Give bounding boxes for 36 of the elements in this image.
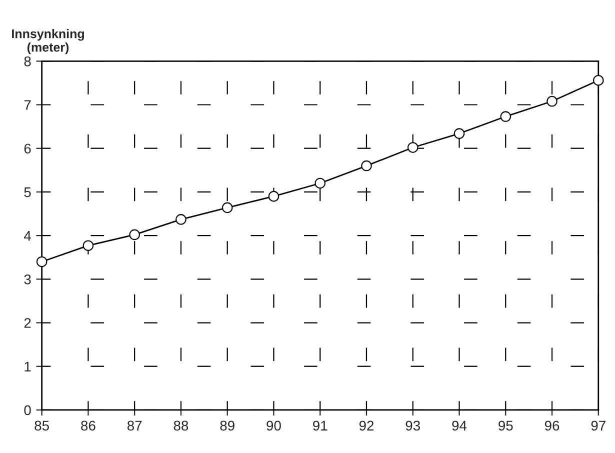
y-axis-title: Innsynkning (meter): [12, 29, 84, 54]
x-tick-label: 86: [81, 420, 96, 431]
x-tick-label: 92: [359, 420, 374, 431]
y-tick-label: 0: [24, 405, 31, 416]
point: [546, 96, 558, 107]
y-tick-label: 2: [24, 318, 31, 328]
x-tick-label: 88: [174, 420, 188, 431]
point: [82, 240, 94, 251]
x-tick-label: 91: [313, 420, 328, 431]
point: [593, 74, 604, 86]
x-tick-label: 96: [544, 420, 560, 431]
x-tick-label: 89: [220, 420, 234, 431]
point: [361, 160, 372, 172]
point: [268, 190, 280, 202]
point: [36, 256, 48, 268]
point: [176, 214, 186, 225]
y-tick-label: 6: [24, 144, 31, 154]
y-tick-label: 1: [24, 362, 31, 372]
x-tick-label: 90: [266, 420, 281, 431]
x-tick-label: 94: [452, 420, 467, 431]
x-tick-label: 95: [498, 420, 513, 431]
point: [314, 178, 326, 189]
x-tick-label: 87: [127, 420, 142, 431]
y-tick-label: 8: [24, 56, 31, 66]
point: [454, 128, 465, 139]
x-tick-label: 85: [34, 420, 49, 431]
point: [129, 229, 140, 240]
point: [500, 111, 512, 122]
x-tick-label: 93: [406, 420, 420, 431]
y-tick-label: 3: [24, 274, 31, 284]
y-tick-label: 4: [24, 231, 31, 241]
x-tick-label: 97: [591, 420, 606, 431]
point: [407, 142, 418, 153]
point: [222, 202, 233, 214]
y-tick-label: 7: [24, 100, 31, 110]
y-tick-label: 5: [24, 187, 31, 198]
